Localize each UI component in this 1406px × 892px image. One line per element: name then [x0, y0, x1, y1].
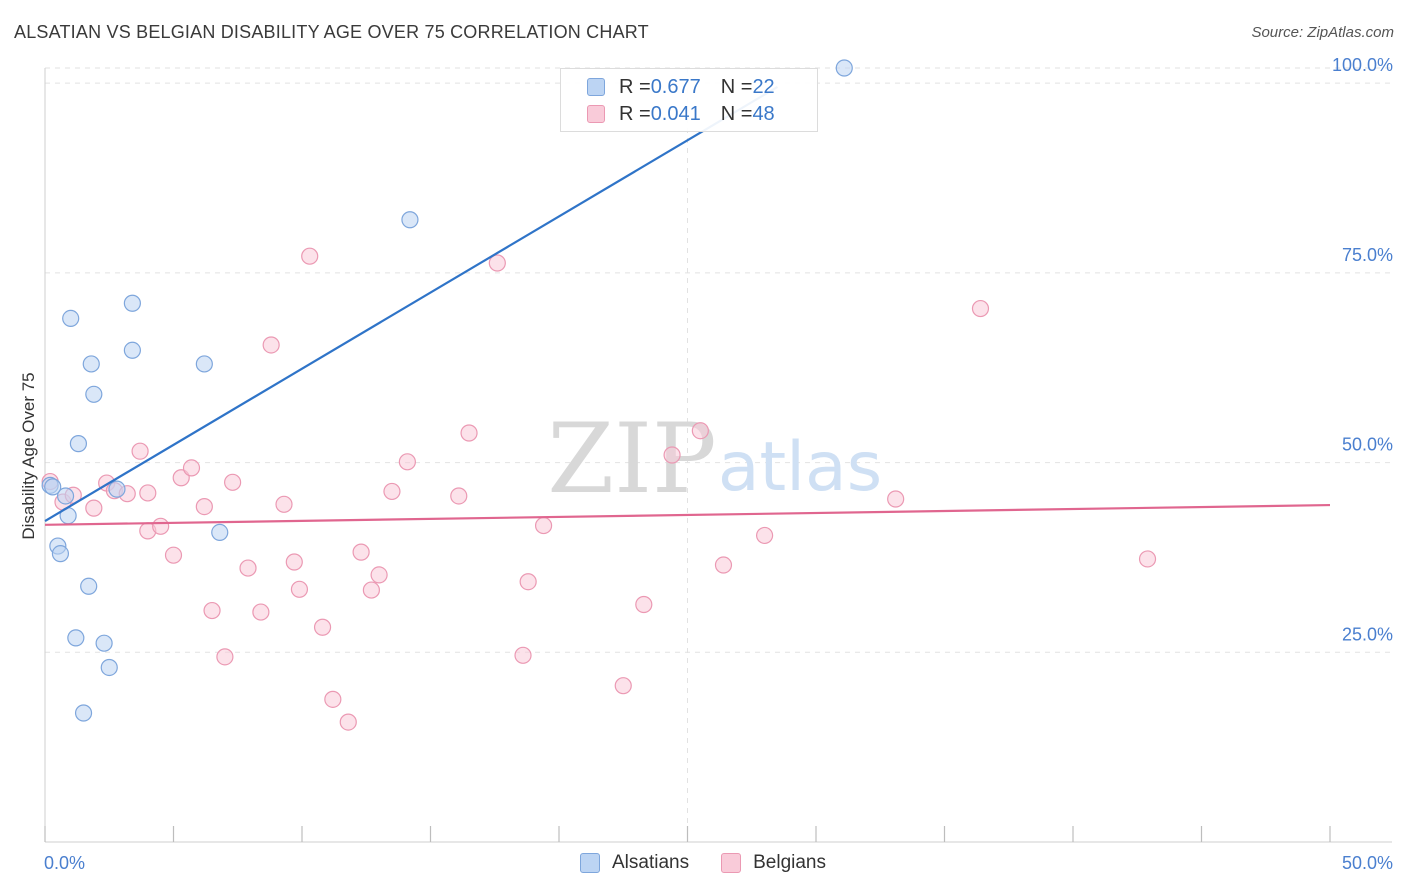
correlation-legend: R = 0.677 N = 22 R = 0.041 N = 48 — [560, 68, 818, 132]
belgian-point — [285, 553, 303, 571]
alsatian-point — [123, 294, 141, 312]
source-credit: Source: ZipAtlas.com — [1251, 24, 1394, 41]
alsatian-point — [211, 523, 229, 542]
belgian-point — [755, 526, 774, 545]
gridlines — [45, 67, 1392, 842]
y-tick-label: 50.0% — [1342, 435, 1393, 455]
belgian-point — [714, 556, 733, 574]
belgian-point — [663, 446, 681, 464]
legend-label: Belgians — [753, 852, 826, 873]
alsatian-point — [95, 634, 113, 652]
alsatian-point — [44, 478, 62, 496]
tick-labels: 25.0% 50.0% 75.0% 100.0% 0.0% 50.0% — [44, 55, 1393, 873]
belgians-trendline — [44, 503, 1331, 526]
belgian-point — [1138, 550, 1157, 568]
r-label: R = — [619, 102, 651, 125]
belgian-point — [152, 517, 170, 535]
belgian-point — [239, 559, 257, 577]
belgian-point — [362, 581, 380, 599]
belgian-point — [324, 690, 342, 708]
legend-label: Alsatians — [612, 852, 690, 873]
belgian-point — [352, 543, 370, 561]
belgian-point — [224, 473, 242, 491]
belgian-point — [450, 487, 468, 505]
alsatian-point — [56, 487, 75, 505]
alsatian-point — [74, 704, 93, 722]
alsatian-point — [69, 435, 88, 453]
legend-row-alsatians: R = 0.677 N = 22 — [587, 75, 775, 99]
belgian-point — [339, 713, 357, 731]
belgian-point — [370, 566, 388, 584]
alsatians-points — [41, 59, 853, 722]
belgian-point — [290, 580, 309, 598]
blue-swatch-icon — [580, 853, 600, 873]
belgian-point — [275, 495, 293, 513]
series-legend: Alsatians Belgians — [0, 852, 1406, 874]
alsatian-point — [85, 385, 103, 403]
belgian-point — [131, 442, 149, 460]
belgian-point — [164, 546, 183, 564]
n-label: N = — [720, 75, 753, 98]
belgian-point — [398, 453, 416, 471]
belgian-point — [635, 595, 653, 614]
belgian-point — [488, 254, 506, 272]
alsatian-point — [82, 355, 100, 373]
trendlines — [44, 86, 1331, 526]
blue-swatch-icon — [587, 78, 605, 96]
n-value: 48 — [752, 102, 775, 125]
belgian-point — [301, 247, 319, 265]
belgian-point — [519, 573, 537, 591]
alsatian-point — [62, 309, 80, 328]
belgian-point — [252, 603, 270, 621]
y-tick-label: 25.0% — [1342, 624, 1393, 644]
n-value: 22 — [752, 75, 775, 98]
n-label: N = — [720, 102, 753, 125]
belgian-point — [691, 422, 709, 440]
belgian-point — [383, 482, 401, 501]
y-tick-label: 75.0% — [1342, 245, 1393, 265]
belgian-point — [514, 646, 532, 664]
belgian-point — [460, 424, 478, 442]
r-label: R = — [619, 75, 651, 98]
alsatian-point — [108, 480, 126, 498]
belgian-point — [203, 601, 221, 620]
pink-swatch-icon — [721, 853, 742, 873]
belgian-point — [85, 499, 103, 517]
belgian-point — [887, 490, 905, 508]
belgian-point — [139, 484, 157, 502]
alsatian-point — [835, 59, 853, 77]
chart-title: ALSATIAN VS BELGIAN DISABILITY AGE OVER … — [14, 22, 649, 42]
belgian-point — [182, 459, 201, 477]
y-axis-label: Disability Age Over 75 — [19, 372, 38, 539]
belgian-point — [216, 648, 234, 666]
x-tick-label: 50.0% — [1342, 853, 1393, 873]
belgian-point — [313, 618, 332, 636]
belgian-point — [534, 516, 553, 535]
belgian-point — [971, 299, 990, 318]
watermark-zip: ZIP — [547, 403, 716, 515]
belgian-point — [195, 498, 213, 516]
legend-row-belgians: R = 0.041 N = 48 — [587, 102, 775, 126]
alsatian-point — [67, 629, 85, 647]
alsatian-point — [80, 577, 98, 595]
axes — [44, 68, 1392, 843]
alsatian-point — [401, 211, 419, 229]
alsatian-point — [100, 658, 118, 677]
belgian-point — [614, 677, 632, 695]
legend-item-belgians[interactable]: Belgians — [721, 852, 826, 874]
alsatian-point — [123, 341, 141, 359]
legend-item-alsatians[interactable]: Alsatians — [580, 852, 689, 874]
alsatian-point — [51, 545, 70, 563]
r-value: 0.041 — [650, 102, 701, 125]
pink-swatch-icon — [587, 105, 605, 123]
watermark: ZIP atlas — [547, 403, 882, 515]
x-tick-label: 0.0% — [44, 853, 85, 873]
alsatians-trendline — [44, 86, 779, 522]
alsatian-point — [195, 355, 213, 373]
belgian-point — [262, 336, 280, 354]
y-tick-label: 100.0% — [1332, 55, 1393, 75]
watermark-atlas: atlas — [718, 428, 882, 507]
r-value: 0.677 — [650, 75, 701, 98]
